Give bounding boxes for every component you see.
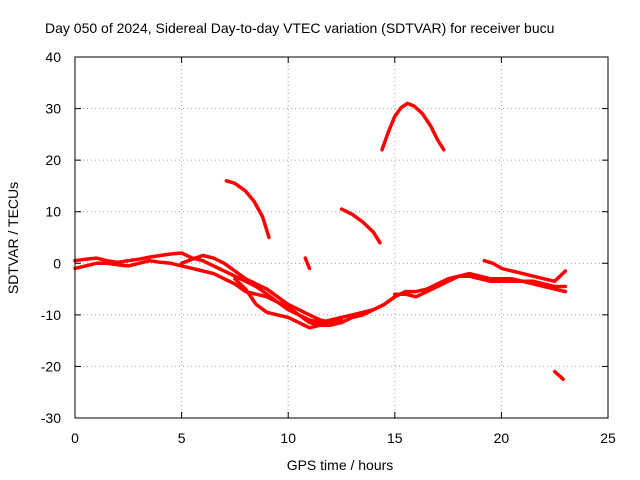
x-tick-label: 25 (600, 430, 616, 446)
series-layer (73, 101, 568, 382)
x-tick-label: 10 (280, 430, 296, 446)
series-band-e (371, 274, 568, 312)
series-arc-15h (380, 101, 446, 152)
axis-ticks (74, 56, 609, 419)
x-tick-labels: 0 5 10 15 20 25 (71, 430, 616, 446)
series-arc-11h (303, 256, 312, 271)
y-tick-labels: -30 -20 -10 0 10 20 30 40 (41, 49, 61, 426)
x-tick-label: 20 (494, 430, 510, 446)
series-band-c (179, 253, 333, 325)
y-tick-label: 10 (45, 204, 61, 220)
y-tick-label: -20 (41, 358, 61, 374)
series-band-a (73, 251, 397, 325)
plot-frame (74, 56, 609, 419)
y-tick-label: 0 (53, 255, 61, 271)
y-tick-label: -10 (41, 307, 61, 323)
x-tick-label: 15 (387, 430, 403, 446)
x-tick-label: 0 (71, 430, 79, 446)
x-tick-label: 5 (178, 430, 186, 446)
series-band-d (233, 277, 344, 330)
series-arc-7h (224, 179, 271, 240)
y-axis-label: SDTVAR / TECUs (5, 182, 21, 294)
series-band-g (482, 258, 568, 284)
y-tick-label: 20 (45, 152, 61, 168)
series-arc-12h (339, 207, 382, 245)
series-band-f (393, 271, 568, 299)
y-tick-label: -30 (41, 410, 61, 426)
y-tick-label: 30 (45, 101, 61, 117)
chart-title: Day 050 of 2024, Sidereal Day-to-day VTE… (45, 20, 554, 36)
y-tick-label: 40 (45, 49, 61, 65)
series-arc-22h (552, 369, 565, 382)
x-axis-label: GPS time / hours (287, 457, 394, 473)
